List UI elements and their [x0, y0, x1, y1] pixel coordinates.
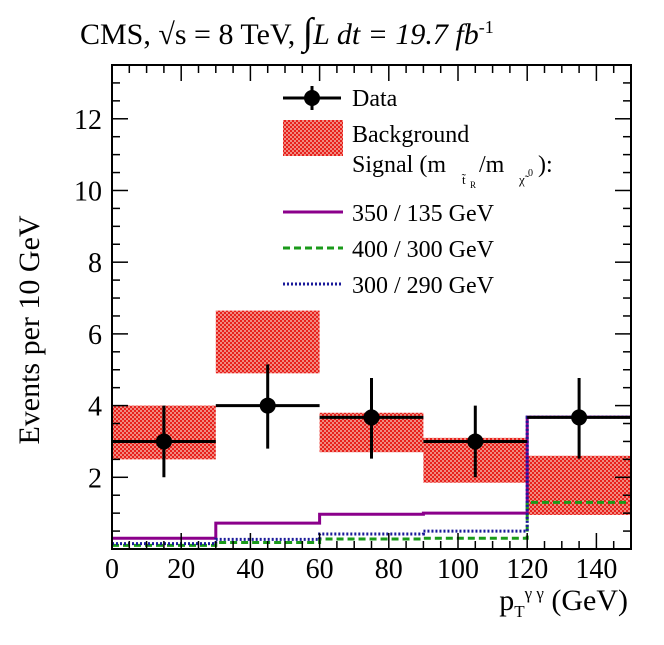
x-tick-label-2: 40 [236, 554, 264, 585]
legend-background-swatch [283, 120, 343, 156]
legend-signal-subsub1: R [470, 180, 476, 190]
data-point-0 [155, 433, 172, 450]
legend-background-label: Background [352, 122, 469, 148]
data-layer [112, 364, 631, 478]
y-tick-label-3: 8 [88, 248, 102, 279]
legend: Data Background Signal (m t̃ R /m χ̃ 0): 350 / … [283, 86, 553, 299]
x-axis-label-p: p [499, 584, 515, 617]
data-point-3 [467, 433, 484, 450]
x-tick-label-5: 100 [437, 554, 479, 585]
x-tick-label-3: 60 [306, 554, 334, 585]
x-tick-label-4: 80 [375, 554, 403, 585]
x-tick-label-6: 120 [506, 554, 548, 585]
title-sqrt-s: s = 8 TeV, [174, 18, 296, 51]
legend-signal-sup2: 0 [528, 168, 533, 179]
legend-data-label: Data [352, 86, 398, 112]
title-lumi: L dt = 19.7 fb [313, 18, 479, 51]
x-axis-label-unit: (GeV) [551, 584, 628, 617]
data-point-2 [363, 409, 380, 426]
legend-signal-label-2: 300 / 290 GeV [352, 273, 495, 299]
y-tick-label-1: 4 [88, 392, 102, 423]
legend-signal-sub2: χ̃ [518, 172, 530, 187]
legend-signal-label-0: 350 / 135 GeV [352, 201, 495, 227]
legend-data-marker [304, 90, 320, 106]
x-axis-label-sup: γ γ [524, 584, 544, 603]
legend-signal-mid: /m [479, 152, 505, 178]
chart-title: CMS, √s = 8 TeV, ∫L dt = 19.7 fb-1 [80, 10, 494, 54]
x-axis-label: pTγ γ (GeV) [499, 584, 628, 622]
title-lumi-exp: -1 [478, 17, 494, 37]
background-band-1 [215, 310, 320, 374]
y-tick-label-0: 2 [88, 463, 102, 494]
x-tick-label-1: 20 [167, 554, 195, 585]
x-axis-label-sub: T [514, 602, 525, 621]
legend-signal-sub1: t̃ [462, 172, 467, 187]
data-point-4 [571, 409, 588, 426]
y-tick-label-2: 6 [88, 320, 102, 351]
x-tick-label-7: 140 [575, 554, 617, 585]
legend-signal-header: Signal (m [352, 152, 446, 178]
data-point-1 [259, 397, 276, 414]
sqrt-symbol-icon: √ [158, 18, 175, 51]
x-tick-label-0: 0 [105, 554, 119, 585]
y-tick-label-5: 12 [74, 105, 102, 136]
legend-signal-end: ): [538, 152, 553, 178]
y-tick-label-4: 10 [74, 176, 102, 207]
axis-layer: 0 20 40 60 80 100 120 140 2 4 6 8 10 12 [74, 64, 632, 585]
background-band-4 [527, 455, 631, 515]
legend-signal-label-1: 400 / 300 GeV [352, 237, 495, 263]
integral-symbol-icon: ∫ [302, 11, 314, 53]
title-experiment: CMS, [80, 18, 151, 51]
